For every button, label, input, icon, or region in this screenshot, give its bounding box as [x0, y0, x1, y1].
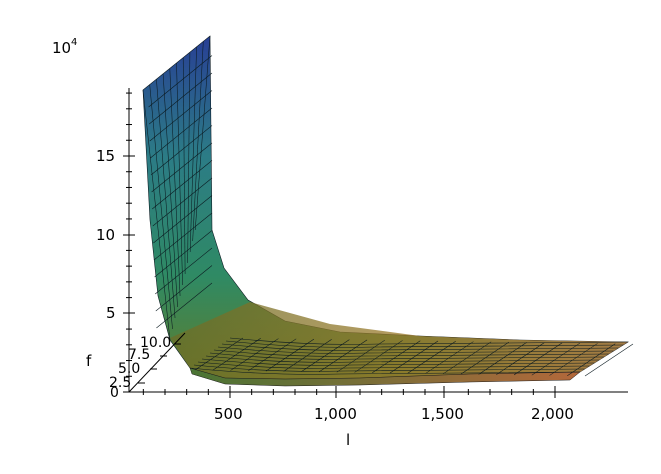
z-scale-label: 10	[52, 39, 71, 57]
z-tick-label-5: 5	[106, 304, 116, 322]
mesh-line-band	[148, 55, 213, 108]
mesh-line-floor	[197, 361, 590, 369]
mesh-line-floor	[205, 355, 600, 363]
mesh-line-cross	[531, 342, 580, 376]
mesh-line-band	[150, 125, 213, 176]
mesh-line-floor	[213, 349, 609, 357]
mesh-line-cross	[336, 339, 385, 373]
mesh-line-wall	[187, 52, 191, 264]
mesh-line-cross	[478, 342, 527, 375]
mesh-line-cross	[389, 340, 439, 374]
mesh-line-wall	[176, 62, 183, 286]
mesh-line-band	[149, 72, 213, 125]
y-axis: 2.5 5.0 7.5 10.0 f	[86, 332, 186, 393]
x-axis-minor-ticks	[142, 389, 534, 395]
x-tick-label-1000: 1,000	[314, 405, 357, 423]
mesh-line-floor	[229, 337, 629, 345]
mesh-line-cross	[212, 338, 261, 371]
mesh-line-wall	[189, 46, 197, 253]
mesh-line-band	[152, 177, 213, 227]
mesh-line-band	[153, 195, 213, 244]
z-tick-label-10: 10	[96, 226, 115, 244]
mesh-line-floor	[221, 343, 619, 351]
mesh-line-cross	[301, 339, 350, 372]
x-axis-label: l	[346, 431, 350, 449]
mesh-line-band	[156, 282, 213, 329]
mesh-line-cross	[443, 341, 492, 375]
mesh-line-cross	[265, 338, 315, 372]
mesh-line-band	[154, 230, 213, 278]
z-axis: 15 10 5 0 10 4	[52, 37, 135, 401]
y-axis-label: f	[86, 352, 92, 370]
mesh-line-wall	[192, 41, 204, 242]
x-axis-major-ticks	[229, 386, 556, 398]
z-scale-exponent: 4	[71, 37, 77, 48]
mesh-line-cross	[248, 338, 297, 372]
mesh-line-cross	[513, 342, 563, 376]
mesh-line-cross	[318, 339, 368, 373]
mesh-line-floor	[189, 367, 581, 375]
surface-floor	[170, 302, 628, 379]
x-tick-label-2000: 2,000	[531, 405, 574, 423]
mesh-line-cross	[230, 338, 279, 371]
mesh-line-band	[155, 247, 213, 295]
mesh-line-band	[151, 142, 213, 193]
surface-mesh-lines	[142, 35, 634, 377]
mesh-line-band	[153, 212, 213, 261]
mesh-line-cross	[194, 337, 244, 371]
y-tick-label-7.5: 7.5	[128, 347, 150, 363]
y-tick-label-10.0: 10.0	[140, 335, 171, 351]
z-axis-major-ticks	[123, 155, 135, 393]
mesh-line-cross	[407, 341, 456, 374]
y-tick-label-2.5: 2.5	[109, 375, 131, 391]
surface-front-edge	[189, 367, 581, 387]
mesh-line-cross	[584, 343, 634, 377]
y-axis-line	[128, 332, 186, 393]
mesh-line-floor	[217, 346, 614, 354]
x-axis: 500 1,000 1,500 2,000 l	[129, 386, 628, 449]
mesh-line-band	[155, 265, 213, 312]
mesh-line-cross	[283, 339, 332, 372]
y-tick-label-5.0: 5.0	[118, 361, 140, 377]
mesh-line-cross	[425, 341, 474, 374]
y-axis-ticks	[138, 343, 181, 384]
mesh-line-band	[149, 90, 213, 142]
mesh-line-floor	[201, 358, 595, 366]
mesh-line-floor	[225, 340, 624, 348]
x-tick-label-500: 500	[214, 405, 243, 423]
mesh-line-cross	[460, 341, 510, 375]
mesh-line-floor	[193, 364, 585, 372]
mesh-line-cross	[354, 340, 403, 373]
mesh-line-cross	[496, 342, 545, 375]
mesh-line-band	[152, 160, 213, 210]
mesh-line-wall	[142, 89, 171, 341]
mesh-line-wall	[156, 79, 176, 319]
mesh-line-band	[150, 107, 213, 159]
mesh-line-cross	[567, 343, 616, 376]
z-tick-label-0: 0	[110, 385, 119, 401]
mesh-line-wall	[149, 84, 173, 330]
x-tick-label-1500: 1,500	[421, 405, 464, 423]
mesh-line-cross	[549, 343, 598, 376]
mesh-line-floor	[209, 352, 605, 360]
z-axis-minor-ticks	[126, 92, 132, 377]
mesh-line-wall	[162, 73, 178, 308]
mesh-line-cross	[372, 340, 421, 373]
z-tick-label-15: 15	[96, 147, 115, 165]
surface-mesh	[142, 35, 634, 387]
